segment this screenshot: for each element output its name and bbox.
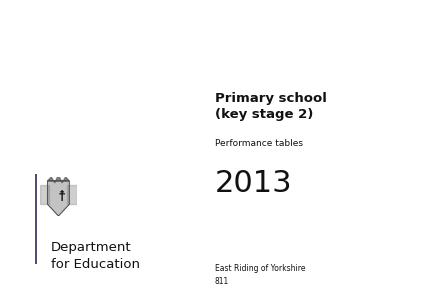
Text: Performance tables: Performance tables bbox=[215, 140, 303, 148]
Text: Primary school
(key stage 2): Primary school (key stage 2) bbox=[215, 92, 326, 121]
Polygon shape bbox=[48, 175, 69, 183]
Polygon shape bbox=[48, 181, 69, 216]
Text: 2013: 2013 bbox=[215, 169, 292, 199]
Text: Department
for Education: Department for Education bbox=[51, 242, 140, 271]
Polygon shape bbox=[68, 185, 76, 204]
Text: ☨: ☨ bbox=[57, 189, 66, 204]
Text: East Riding of Yorkshire
811: East Riding of Yorkshire 811 bbox=[215, 264, 305, 286]
Polygon shape bbox=[40, 185, 49, 204]
